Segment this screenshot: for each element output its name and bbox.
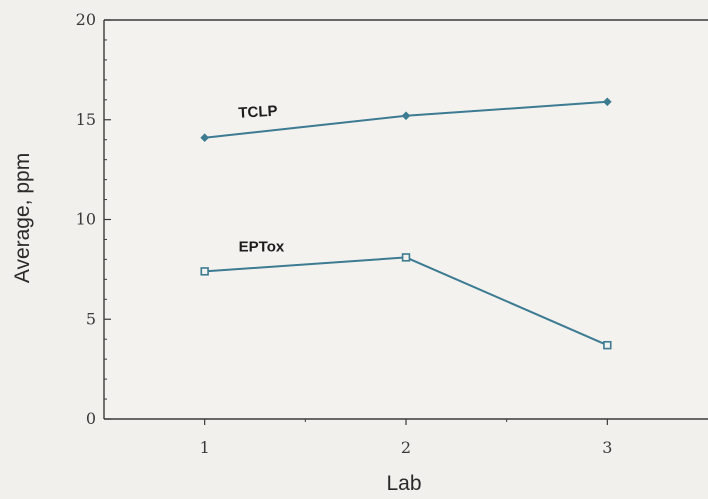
x-tick-label: 2 <box>401 438 411 457</box>
y-tick-label: 5 <box>86 309 96 328</box>
x-tick-label: 3 <box>602 438 612 457</box>
y-tick-label: 10 <box>76 210 96 229</box>
plot-area <box>104 20 708 419</box>
x-tick-label: 1 <box>200 438 210 457</box>
data-point-eptox <box>603 340 612 350</box>
series-label-tclp: TCLP <box>238 103 278 122</box>
series-layer: TCLP EPTox <box>200 97 612 350</box>
y-tick-label: 20 <box>76 10 96 29</box>
data-point-tclp <box>401 111 411 121</box>
y-tick-label: 0 <box>86 409 96 428</box>
plot-background <box>104 20 708 419</box>
axes: 0 5 10 15 20 1 2 3 <box>76 10 708 457</box>
x-axis-title: Lab <box>386 472 421 495</box>
series-label-eptox: EPTox <box>239 238 285 255</box>
data-point-eptox <box>200 267 209 276</box>
data-point-tclp <box>200 133 209 143</box>
data-point-eptox <box>401 253 411 262</box>
y-tick-label: 15 <box>76 110 96 129</box>
data-point-tclp <box>603 97 612 107</box>
y-axis-title: Average, ppm <box>11 153 34 283</box>
